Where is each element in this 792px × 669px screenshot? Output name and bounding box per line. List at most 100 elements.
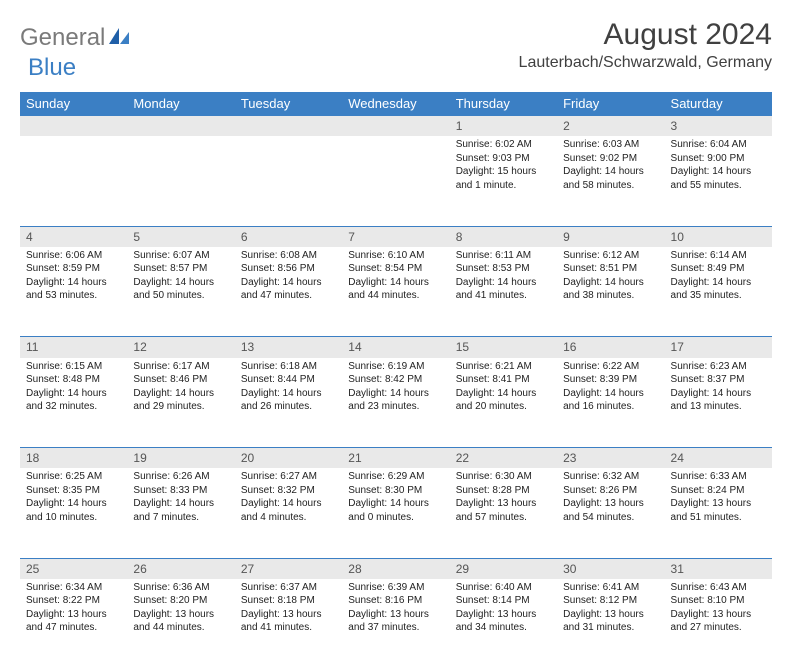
day-cell-body: Sunrise: 6:11 AMSunset: 8:53 PMDaylight:… <box>450 247 557 307</box>
sunrise-text: Sunrise: 6:43 AM <box>671 581 766 595</box>
daylight-text: Daylight: 14 hours and 41 minutes. <box>456 276 551 303</box>
sunset-text: Sunset: 8:46 PM <box>133 373 228 387</box>
day-number: 12 <box>127 337 234 357</box>
week-content-row: Sunrise: 6:15 AMSunset: 8:48 PMDaylight:… <box>20 358 772 448</box>
day-number-cell: 29 <box>450 558 557 579</box>
day-number-cell: 1 <box>450 116 557 137</box>
sunset-text: Sunset: 8:22 PM <box>26 594 121 608</box>
daylight-text: Daylight: 14 hours and 13 minutes. <box>671 387 766 414</box>
day-cell: Sunrise: 6:27 AMSunset: 8:32 PMDaylight:… <box>235 468 342 558</box>
day-number-cell: 19 <box>127 448 234 469</box>
day-number: 20 <box>235 448 342 468</box>
title-block: August 2024 Lauterbach/Schwarzwald, Germ… <box>519 18 772 72</box>
sunrise-text: Sunrise: 6:04 AM <box>671 138 766 152</box>
day-cell-body: Sunrise: 6:07 AMSunset: 8:57 PMDaylight:… <box>127 247 234 307</box>
sunrise-text: Sunrise: 6:18 AM <box>241 360 336 374</box>
daylight-text: Daylight: 14 hours and 53 minutes. <box>26 276 121 303</box>
day-cell: Sunrise: 6:22 AMSunset: 8:39 PMDaylight:… <box>557 358 664 448</box>
sunrise-text: Sunrise: 6:19 AM <box>348 360 443 374</box>
day-number: 23 <box>557 448 664 468</box>
day-cell-body: Sunrise: 6:23 AMSunset: 8:37 PMDaylight:… <box>665 358 772 418</box>
day-cell: Sunrise: 6:34 AMSunset: 8:22 PMDaylight:… <box>20 579 127 669</box>
day-number-cell: 9 <box>557 226 664 247</box>
sunset-text: Sunset: 8:54 PM <box>348 262 443 276</box>
day-number: 13 <box>235 337 342 357</box>
sunrise-text: Sunrise: 6:25 AM <box>26 470 121 484</box>
day-cell: Sunrise: 6:41 AMSunset: 8:12 PMDaylight:… <box>557 579 664 669</box>
day-number-cell <box>127 116 234 137</box>
day-number-cell: 7 <box>342 226 449 247</box>
day-cell: Sunrise: 6:15 AMSunset: 8:48 PMDaylight:… <box>20 358 127 448</box>
daylight-text: Daylight: 14 hours and 32 minutes. <box>26 387 121 414</box>
sunrise-text: Sunrise: 6:33 AM <box>671 470 766 484</box>
day-cell-body: Sunrise: 6:34 AMSunset: 8:22 PMDaylight:… <box>20 579 127 639</box>
calendar-table: Sunday Monday Tuesday Wednesday Thursday… <box>20 92 772 669</box>
day-number-cell: 4 <box>20 226 127 247</box>
day-cell: Sunrise: 6:30 AMSunset: 8:28 PMDaylight:… <box>450 468 557 558</box>
sunset-text: Sunset: 8:48 PM <box>26 373 121 387</box>
sunrise-text: Sunrise: 6:21 AM <box>456 360 551 374</box>
day-cell: Sunrise: 6:08 AMSunset: 8:56 PMDaylight:… <box>235 247 342 337</box>
weekday-header-row: Sunday Monday Tuesday Wednesday Thursday… <box>20 92 772 116</box>
daylight-text: Daylight: 14 hours and 0 minutes. <box>348 497 443 524</box>
week-daynum-row: 123 <box>20 116 772 137</box>
day-number: 19 <box>127 448 234 468</box>
col-monday: Monday <box>127 92 234 116</box>
day-number: 11 <box>20 337 127 357</box>
week-content-row: Sunrise: 6:02 AMSunset: 9:03 PMDaylight:… <box>20 136 772 226</box>
sunrise-text: Sunrise: 6:06 AM <box>26 249 121 263</box>
day-number-cell: 2 <box>557 116 664 137</box>
day-cell-body: Sunrise: 6:30 AMSunset: 8:28 PMDaylight:… <box>450 468 557 528</box>
day-number: 26 <box>127 559 234 579</box>
sunset-text: Sunset: 8:51 PM <box>563 262 658 276</box>
sunrise-text: Sunrise: 6:10 AM <box>348 249 443 263</box>
daylight-text: Daylight: 14 hours and 7 minutes. <box>133 497 228 524</box>
day-number: 22 <box>450 448 557 468</box>
logo: General <box>20 24 133 52</box>
day-number: 8 <box>450 227 557 247</box>
sunrise-text: Sunrise: 6:37 AM <box>241 581 336 595</box>
day-cell: Sunrise: 6:36 AMSunset: 8:20 PMDaylight:… <box>127 579 234 669</box>
day-number <box>20 116 127 120</box>
day-cell: Sunrise: 6:40 AMSunset: 8:14 PMDaylight:… <box>450 579 557 669</box>
day-cell-body: Sunrise: 6:27 AMSunset: 8:32 PMDaylight:… <box>235 468 342 528</box>
day-number: 4 <box>20 227 127 247</box>
day-cell-body: Sunrise: 6:21 AMSunset: 8:41 PMDaylight:… <box>450 358 557 418</box>
day-number-cell: 10 <box>665 226 772 247</box>
day-cell-body: Sunrise: 6:10 AMSunset: 8:54 PMDaylight:… <box>342 247 449 307</box>
sunrise-text: Sunrise: 6:08 AM <box>241 249 336 263</box>
day-number <box>235 116 342 120</box>
day-cell-body: Sunrise: 6:08 AMSunset: 8:56 PMDaylight:… <box>235 247 342 307</box>
day-cell-body: Sunrise: 6:17 AMSunset: 8:46 PMDaylight:… <box>127 358 234 418</box>
day-number-cell <box>342 116 449 137</box>
sunrise-text: Sunrise: 6:27 AM <box>241 470 336 484</box>
day-number: 6 <box>235 227 342 247</box>
sunset-text: Sunset: 8:20 PM <box>133 594 228 608</box>
sunset-text: Sunset: 8:10 PM <box>671 594 766 608</box>
daylight-text: Daylight: 14 hours and 58 minutes. <box>563 165 658 192</box>
col-wednesday: Wednesday <box>342 92 449 116</box>
month-title: August 2024 <box>519 18 772 52</box>
sunrise-text: Sunrise: 6:03 AM <box>563 138 658 152</box>
day-number: 24 <box>665 448 772 468</box>
sunset-text: Sunset: 8:56 PM <box>241 262 336 276</box>
day-cell-body: Sunrise: 6:36 AMSunset: 8:20 PMDaylight:… <box>127 579 234 639</box>
sunrise-text: Sunrise: 6:26 AM <box>133 470 228 484</box>
day-cell-body: Sunrise: 6:25 AMSunset: 8:35 PMDaylight:… <box>20 468 127 528</box>
logo-text-blue: Blue <box>28 54 76 82</box>
day-number: 31 <box>665 559 772 579</box>
day-number-cell: 31 <box>665 558 772 579</box>
sunrise-text: Sunrise: 6:12 AM <box>563 249 658 263</box>
day-cell-body <box>235 136 342 142</box>
day-cell-body: Sunrise: 6:04 AMSunset: 9:00 PMDaylight:… <box>665 136 772 196</box>
day-number <box>127 116 234 120</box>
week-daynum-row: 25262728293031 <box>20 558 772 579</box>
sunset-text: Sunset: 9:00 PM <box>671 152 766 166</box>
sunrise-text: Sunrise: 6:14 AM <box>671 249 766 263</box>
day-cell-body: Sunrise: 6:40 AMSunset: 8:14 PMDaylight:… <box>450 579 557 639</box>
day-number-cell: 13 <box>235 337 342 358</box>
day-cell-body: Sunrise: 6:03 AMSunset: 9:02 PMDaylight:… <box>557 136 664 196</box>
sunrise-text: Sunrise: 6:36 AM <box>133 581 228 595</box>
daylight-text: Daylight: 13 hours and 54 minutes. <box>563 497 658 524</box>
day-cell: Sunrise: 6:02 AMSunset: 9:03 PMDaylight:… <box>450 136 557 226</box>
